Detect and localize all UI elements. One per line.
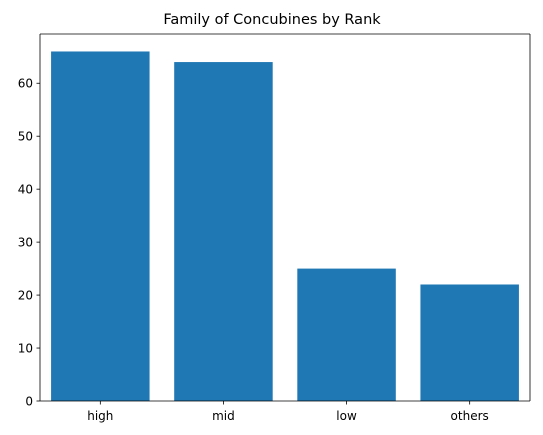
bar-mid <box>174 62 273 401</box>
chart-title: Family of Concubines by Rank <box>163 12 381 28</box>
bars-layer <box>51 51 519 401</box>
y-tick-label: 20 <box>18 288 33 302</box>
x-tick-label: low <box>336 409 357 423</box>
y-tick-label: 10 <box>18 341 33 355</box>
x-tick-label: others <box>451 409 489 423</box>
axes-layer <box>39 33 531 402</box>
x-tick-label: mid <box>212 409 235 423</box>
y-tick-label: 50 <box>18 130 33 144</box>
ticks-layer: 0 10 20 30 40 50 60 high mid low others <box>18 77 489 423</box>
bar-others <box>420 284 519 401</box>
y-tick-label: 0 <box>25 394 33 408</box>
y-tick-label: 40 <box>18 182 33 196</box>
bar-low <box>297 268 396 401</box>
y-tick-label: 30 <box>18 235 33 249</box>
y-tick-label: 60 <box>18 77 33 91</box>
x-tick-label: high <box>87 409 113 423</box>
bar-high <box>51 51 150 401</box>
